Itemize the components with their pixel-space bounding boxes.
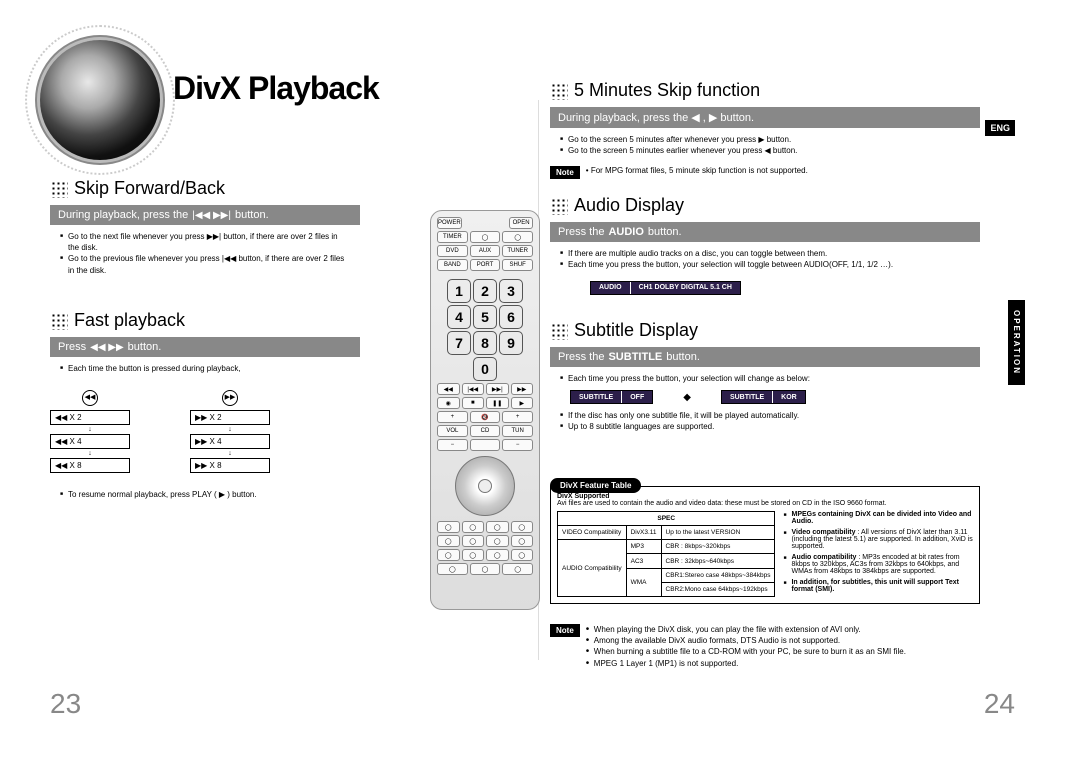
forward-icon: ▶▶ (222, 390, 238, 406)
instruction-subtitle: Press the SUBTITLE button. (550, 347, 980, 367)
section-skip: Skip Forward/Back During playback, press… (50, 178, 360, 282)
section-subtitle: Subtitle Display Press the SUBTITLE butt… (550, 320, 980, 439)
bullets-5min: Go to the screen 5 minutes after wheneve… (550, 128, 980, 162)
feature-right-bullets: MPEGs containing DivX can be divided int… (783, 511, 973, 597)
heading-fast: Fast playback (74, 310, 185, 330)
bullets-subtitle: Each time you press the button, your sel… (550, 367, 980, 390)
note-badge: Note (550, 624, 580, 637)
section-audio: Audio Display Press the AUDIO button. If… (550, 195, 980, 295)
rewind-icon: ◀◀ (82, 390, 98, 406)
feature-pill: DivX Feature Table (550, 478, 641, 493)
resume-note: To resume normal playback, press PLAY ( … (50, 483, 360, 506)
bottom-note: Note When playing the DivX disk, you can… (550, 620, 980, 669)
language-badge: ENG (985, 120, 1015, 136)
osd-sub-kor: SUBTITLEKOR (721, 390, 806, 404)
page-number-left: 23 (50, 688, 81, 720)
note-5min: Note • For MPG format files, 5 minute sk… (550, 166, 980, 179)
osd-sub-off: SUBTITLEOFF (570, 390, 653, 404)
bullets-subtitle2: If the disc has only one subtitle file, … (550, 404, 980, 438)
instruction-fast: Press ◀◀ ▶▶ button. (50, 337, 360, 357)
instruction-skip: During playback, press the |◀◀ ▶▶| butto… (50, 205, 360, 225)
spec-table: SPEC VIDEO CompatibilityDivX3.11Up to th… (557, 511, 775, 597)
heading-subtitle: Subtitle Display (574, 320, 698, 340)
dots-icon (550, 82, 568, 100)
osd-audio: AUDIO CH1 DOLBY DIGITAL 5.1 CH (590, 281, 741, 295)
bullets-fast: Each time the button is pressed during p… (50, 357, 360, 380)
heading-audio: Audio Display (574, 195, 684, 215)
remote-control: POWEROPEN TIMER◯◯ DVDAUXTUNER BANDPORTSH… (430, 210, 540, 610)
bullets-audio: If there are multiple audio tracks on a … (550, 242, 980, 276)
page-left: Skip Forward/Back During playback, press… (50, 40, 530, 720)
bullets-skip: Go to the next file whenever you press ▶… (50, 225, 360, 282)
heading-5min: 5 Minutes Skip function (574, 80, 760, 100)
section-5min: 5 Minutes Skip function During playback,… (550, 80, 980, 179)
instruction-audio: Press the AUDIO button. (550, 222, 980, 242)
dots-icon (50, 312, 68, 330)
dots-icon (550, 322, 568, 340)
page-number-right: 24 (984, 688, 1015, 720)
section-tab: OPERATION (1008, 300, 1025, 385)
heading-skip: Skip Forward/Back (74, 178, 225, 198)
instruction-5min: During playback, press the ◀ , ▶ button. (550, 107, 980, 128)
speed-tables: ◀◀ ◀◀ X 2 ↓ ◀◀ X 4 ↓ ◀◀ X 8 ▶▶ ▶▶ X 2 ↓ … (50, 390, 360, 473)
dots-icon (550, 197, 568, 215)
supported-title: DivX Supported (557, 493, 610, 500)
page-right: ENG OPERATION 5 Minutes Skip function Du… (550, 40, 1030, 720)
dots-icon (50, 180, 68, 198)
section-feature-table: DivX Feature Table DivX Supported Avi fi… (550, 475, 980, 604)
section-fast: Fast playback Press ◀◀ ▶▶ button. Each t… (50, 310, 360, 506)
supported-text: Avi files are used to contain the audio … (557, 500, 886, 507)
